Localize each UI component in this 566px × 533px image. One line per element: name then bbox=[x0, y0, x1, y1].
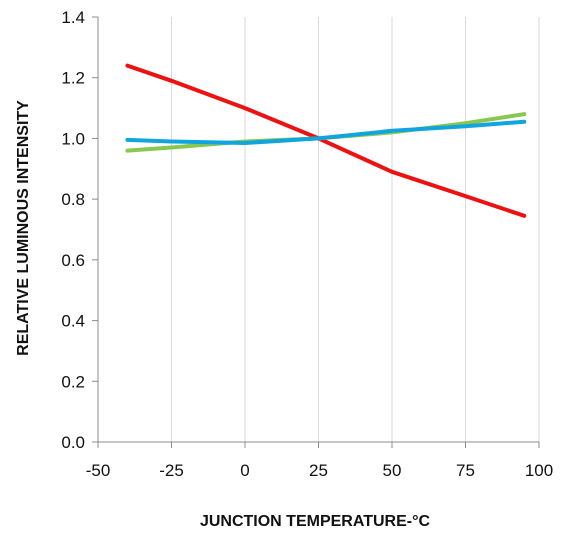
y-tick-label: 1.0 bbox=[61, 129, 85, 148]
series-lines bbox=[125, 63, 527, 218]
y-tick-label: 1.2 bbox=[61, 69, 85, 88]
x-tick-label: -50 bbox=[86, 461, 111, 480]
y-tick-label: 0.0 bbox=[61, 433, 85, 452]
y-axis-title: RELATIVE LUMINOUS INTENSITY bbox=[15, 100, 32, 356]
x-tick-label: 100 bbox=[525, 461, 553, 480]
y-tick-label: 0.6 bbox=[61, 251, 85, 270]
y-tick-label: 0.8 bbox=[61, 190, 85, 209]
y-tick-label: 0.2 bbox=[61, 372, 85, 391]
series-line-2 bbox=[125, 112, 527, 153]
y-tick-label: 0.4 bbox=[61, 312, 85, 331]
x-tick-label: 50 bbox=[383, 461, 402, 480]
x-axis-title: JUNCTION TEMPERATURE-°C bbox=[200, 513, 431, 530]
axes bbox=[92, 16, 540, 448]
grid bbox=[171, 17, 540, 442]
x-tick-label: -25 bbox=[159, 461, 184, 480]
y-tick-label: 1.4 bbox=[61, 8, 85, 27]
series-line-3 bbox=[125, 119, 527, 145]
x-tick-label: 0 bbox=[240, 461, 249, 480]
x-tick-label: 75 bbox=[456, 461, 475, 480]
tick-labels: 0.0 0.2 0.4 0.6 0.8 1.0 1.2 1.4 -50 -25 0 25 50 75 100 bbox=[61, 8, 553, 480]
x-tick-label: 25 bbox=[309, 461, 328, 480]
